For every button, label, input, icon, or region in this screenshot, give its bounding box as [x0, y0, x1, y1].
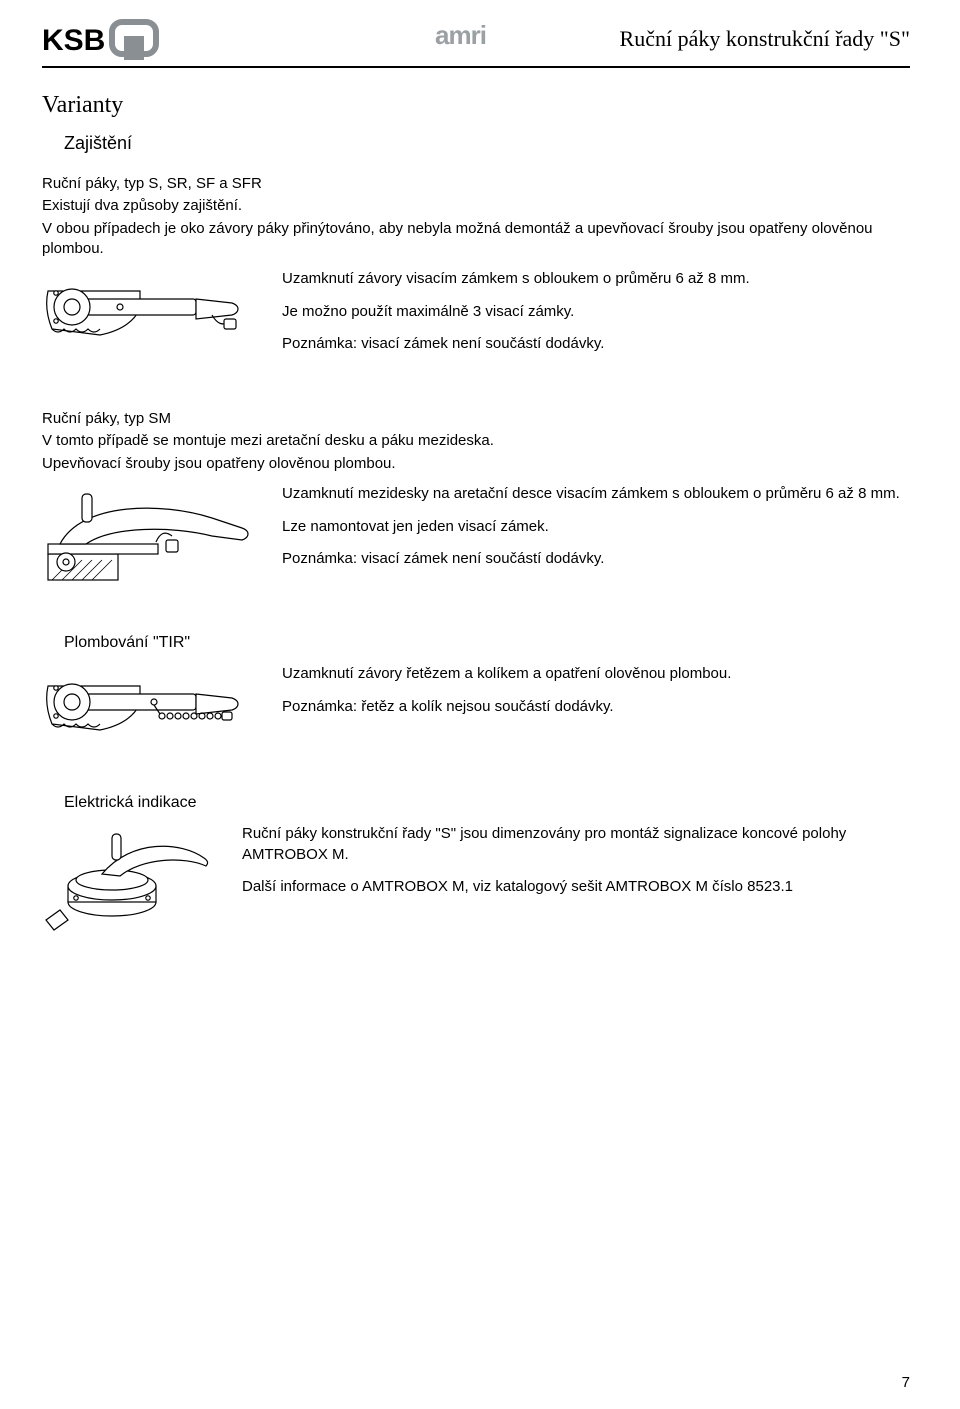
page: KSB amri Ruční páky konstrukční řady "S"… — [0, 0, 960, 1409]
amtrobox-icon — [42, 824, 212, 934]
brand-center: amri — [435, 20, 525, 50]
locking-padlock-note: Poznámka: visací zámek není součástí dod… — [282, 334, 910, 355]
sm-padlock-l2: Lze namontovat jen jeden visací zámek. — [282, 517, 910, 538]
tir-note: Poznámka: řetěz a kolík nejsou součástí … — [282, 697, 910, 718]
electric-l2: Další informace o AMTROBOX M, viz katalo… — [242, 877, 910, 898]
electric-heading: Elektrická indikace — [64, 794, 910, 812]
amri-logo-icon: amri — [435, 20, 525, 50]
svg-text:KSB: KSB — [42, 24, 105, 57]
ksb-logo-icon: KSB — [42, 18, 162, 60]
sm-p1: Ruční páky, typ SM — [42, 409, 910, 429]
lever-s-illustration — [42, 269, 252, 347]
locking-padlock-l1: Uzamknutí závory visacím zámkem s oblouk… — [282, 269, 910, 290]
amtrobox-illustration — [42, 824, 212, 934]
locking-padlock-l2: Je možno použít maximálně 3 visací zámky… — [282, 302, 910, 323]
sm-row: Uzamknutí mezidesky na aretační desce vi… — [42, 484, 910, 594]
tir-l1: Uzamknutí závory řetězem a kolíkem a opa… — [282, 664, 910, 685]
locking-p1: Ruční páky, typ S, SR, SF a SFR — [42, 174, 910, 194]
sm-padlock-l1: Uzamknutí mezidesky na aretační desce vi… — [282, 484, 910, 505]
electric-row: Ruční páky konstrukční řady "S" jsou dim… — [42, 824, 910, 934]
tir-heading: Plombování "TIR" — [64, 634, 910, 652]
section-title: Varianty — [42, 92, 910, 119]
page-header: KSB amri Ruční páky konstrukční řady "S" — [42, 18, 910, 60]
header-title: Ruční páky konstrukční řady "S" — [620, 26, 910, 52]
electric-l1: Ruční páky konstrukční řady "S" jsou dim… — [242, 824, 910, 865]
lever-tir-illustration — [42, 664, 252, 742]
lever-tir-icon — [42, 664, 252, 742]
locking-padlock-text: Uzamknutí závory visacím zámkem s oblouk… — [282, 269, 910, 367]
lever-sm-illustration — [42, 484, 252, 594]
lever-s-icon — [42, 269, 252, 347]
lever-sm-icon — [42, 484, 252, 594]
electric-text: Ruční páky konstrukční řady "S" jsou dim… — [242, 824, 910, 910]
sm-p3: Upevňovací šrouby jsou opatřeny olověnou… — [42, 454, 910, 474]
svg-text:amri: amri — [435, 20, 486, 50]
tir-row: Uzamknutí závory řetězem a kolíkem a opa… — [42, 664, 910, 742]
page-number: 7 — [902, 1374, 910, 1391]
locking-intro: Ruční páky, typ S, SR, SF a SFR Existují… — [42, 174, 910, 259]
sm-padlock-note: Poznámka: visací zámek není součástí dod… — [282, 549, 910, 570]
locking-row: Uzamknutí závory visacím zámkem s oblouk… — [42, 269, 910, 367]
locking-p3: V obou případech je oko závory páky přin… — [42, 219, 910, 260]
tir-text: Uzamknutí závory řetězem a kolíkem a opa… — [282, 664, 910, 729]
locking-p2: Existují dva způsoby zajištění. — [42, 196, 910, 216]
subsection-locking: Zajištění — [64, 133, 910, 154]
sm-p2: V tomto případě se montuje mezi aretační… — [42, 431, 910, 451]
sm-padlock-text: Uzamknutí mezidesky na aretační desce vi… — [282, 484, 910, 582]
sm-intro: Ruční páky, typ SM V tomto případě se mo… — [42, 409, 910, 474]
header-rule — [42, 66, 910, 68]
brand-left: KSB — [42, 18, 162, 60]
